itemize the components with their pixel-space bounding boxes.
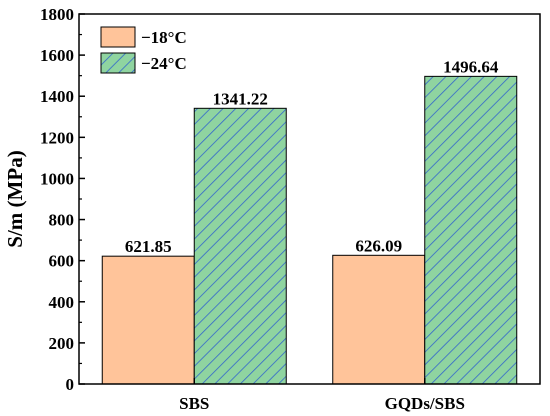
legend-label: −24°C [141,54,187,73]
bar [424,75,518,385]
legend-swatch [100,26,136,48]
y-tick-label: 600 [49,252,75,271]
y-tick-label: 1400 [40,87,74,106]
legend-swatch [100,52,136,74]
y-tick-label: 1000 [40,169,74,188]
y-axis-title: S/m (MPa) [3,150,27,247]
y-tick-label: 400 [49,293,75,312]
legend: −18°C −24°C [100,26,187,74]
bar [101,255,195,385]
x-axis: SBS GQDs/SBS [179,378,465,413]
y-tick-label: 0 [66,375,75,394]
y-tick-label: 1200 [40,128,74,147]
bar-value-label: 626.09 [355,236,402,255]
x-tick-label: GQDs/SBS [385,394,465,413]
y-tick-label: 200 [49,334,75,353]
bar [332,254,426,385]
x-tick-label: SBS [179,394,209,413]
bar-value-label: 621.85 [125,237,172,256]
bar [193,107,287,385]
bar-value-label: 1341.22 [213,89,268,108]
y-tick-label: 1600 [40,46,74,65]
bar-value-label: 1496.64 [443,57,499,76]
y-axis: 0 200 400 600 800 1000 1200 1400 1600 1800 [40,5,85,394]
legend-label: −18°C [141,28,187,47]
bars-layer: 621.85 1341.22 626.09 1496.64 [101,57,518,385]
y-tick-label: 800 [49,211,75,230]
y-tick-label: 1800 [40,5,74,24]
